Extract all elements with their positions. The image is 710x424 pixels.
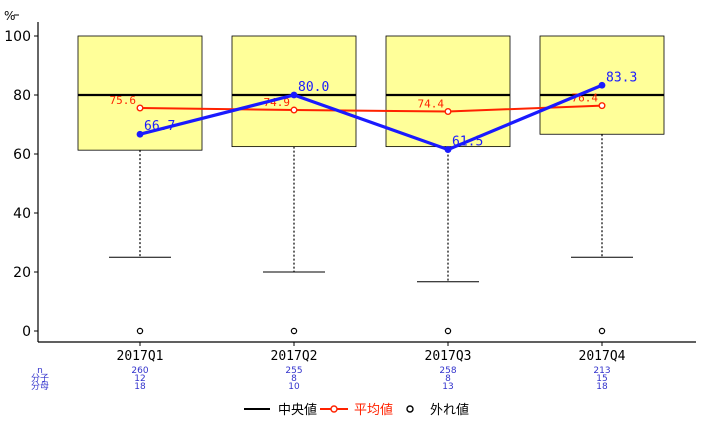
mean-data-label: 74.4 <box>418 98 445 111</box>
stats-cell: 8 <box>291 374 297 384</box>
stats-cell: 12 <box>134 374 145 384</box>
blue-data-label: 66.7 <box>144 119 175 134</box>
stats-cell: 255 <box>285 366 302 376</box>
mean-series-line <box>139 104 603 113</box>
blue-data-label: 80.0 <box>298 80 329 95</box>
mean-point <box>598 102 606 110</box>
mean-point <box>136 104 144 112</box>
blue-data-label: 61.5 <box>452 135 483 150</box>
legend-mean-marker <box>330 405 338 413</box>
stats-row-label: 分母 <box>31 381 49 392</box>
box-iqr <box>231 35 357 148</box>
mean-point <box>290 106 298 114</box>
x-tick-label: 2017Q1 <box>117 349 164 364</box>
stats-cell: 15 <box>596 374 607 384</box>
y-tick-label: 100 <box>4 29 31 45</box>
y-tick-label: 60 <box>13 147 31 163</box>
mean-data-label: 75.6 <box>110 94 137 107</box>
stats-cell: 10 <box>288 382 300 392</box>
stats-cell: 8 <box>445 374 451 384</box>
blue-point <box>290 91 298 99</box>
stats-row-label: n <box>37 366 43 376</box>
blue-point <box>444 146 452 153</box>
box-iqr <box>385 35 511 148</box>
stats-cell: 18 <box>596 382 608 392</box>
legend-mean-label: 平均値 <box>354 402 393 418</box>
stats-cell: 13 <box>442 382 453 392</box>
blue-point <box>598 81 606 89</box>
x-tick-label: 2017Q2 <box>271 349 318 364</box>
y-tick-label: 20 <box>13 265 31 281</box>
legend-outlier-label: 外れ値 <box>430 402 469 418</box>
stats-cell: 258 <box>439 366 456 376</box>
x-tick-label: 2017Q4 <box>579 349 626 364</box>
stats-cell: 18 <box>134 382 146 392</box>
stats-cell: 213 <box>593 366 610 376</box>
blue-series-line <box>139 83 603 152</box>
blue-point <box>136 130 144 138</box>
outlier-point <box>290 327 298 335</box>
outlier-point <box>598 327 606 335</box>
mean-point <box>444 108 452 116</box>
y-tick-label: 40 <box>13 206 31 222</box>
y-tick-label: 0 <box>22 324 31 340</box>
legend-median-label: 中央値 <box>278 402 317 418</box>
blue-data-label: 83.3 <box>606 70 637 85</box>
legend-outlier-marker <box>406 405 414 413</box>
y-unit-label: % <box>4 9 15 23</box>
outlier-point <box>444 327 452 335</box>
x-tick-label: 2017Q3 <box>425 349 472 364</box>
stats-cell: 260 <box>131 366 148 376</box>
stats-row-label: 分子 <box>31 373 49 384</box>
outlier-point <box>136 327 144 335</box>
y-tick-label: 80 <box>13 88 31 104</box>
